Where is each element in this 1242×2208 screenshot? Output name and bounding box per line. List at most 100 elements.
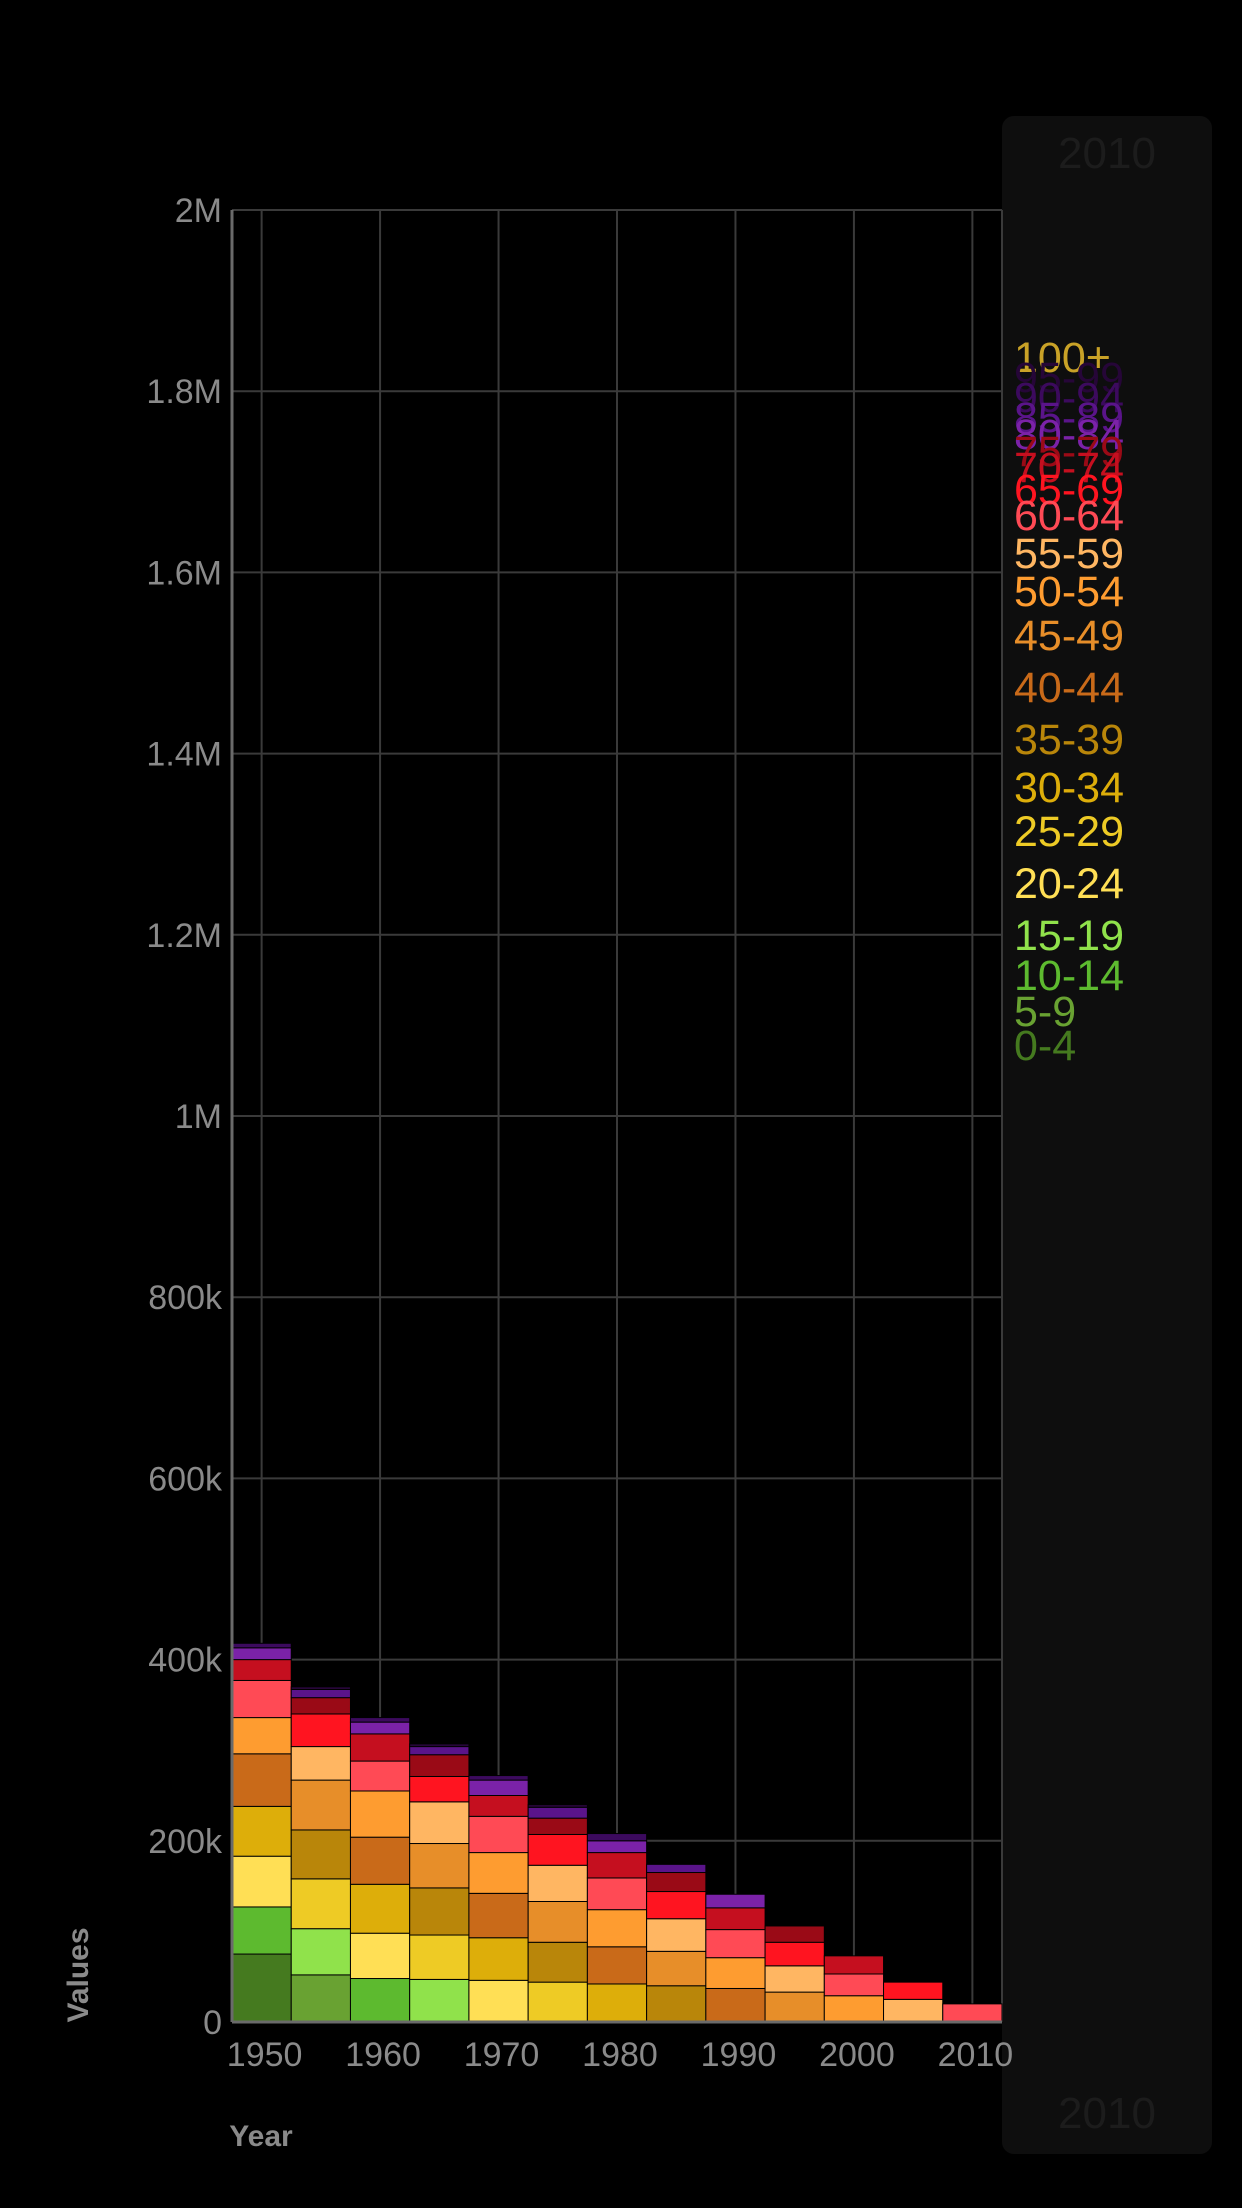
bar-segment[interactable] <box>527 1864 588 1903</box>
legend-item-label[interactable]: 95-99 <box>1014 354 1124 402</box>
bar-segment[interactable] <box>409 1887 470 1936</box>
bar-segment[interactable] <box>290 1697 351 1715</box>
bar-segment[interactable] <box>290 1688 351 1699</box>
bar-segment[interactable] <box>883 1981 944 2000</box>
legend-item-label[interactable]: 90-94 <box>1014 374 1124 422</box>
bar-segment[interactable] <box>468 1779 529 1797</box>
legend-item-label[interactable]: 65-69 <box>1014 466 1124 514</box>
legend-item-label[interactable]: 0-4 <box>1014 1022 1076 1070</box>
bar-segment[interactable] <box>646 1872 707 1893</box>
legend-item-label[interactable]: 55-59 <box>1014 530 1124 578</box>
bar-segment[interactable] <box>290 1779 351 1831</box>
bar-segment[interactable] <box>823 1955 885 1975</box>
bar-segment[interactable] <box>349 1733 411 1762</box>
bar-segment[interactable] <box>349 1717 411 1723</box>
bar-segment[interactable] <box>409 1754 470 1777</box>
bar-segment[interactable] <box>349 1836 411 1885</box>
bar-segment[interactable] <box>468 1795 529 1817</box>
bar-segment[interactable] <box>231 1659 292 1681</box>
bar-segment[interactable] <box>586 1983 648 2023</box>
bar-segment[interactable] <box>290 1878 351 1930</box>
bar-segment[interactable] <box>290 1928 351 1976</box>
legend-item-label[interactable]: 35-39 <box>1014 716 1124 764</box>
bar-segment[interactable] <box>290 1686 351 1690</box>
legend-item-label[interactable]: 50-54 <box>1014 568 1124 616</box>
legend-item-label[interactable]: 30-34 <box>1014 764 1124 812</box>
bar-segment[interactable] <box>290 1974 351 2023</box>
bar-segment[interactable] <box>527 1806 588 1819</box>
bar-segment[interactable] <box>586 1840 648 1854</box>
bar-segment[interactable] <box>705 1957 766 1989</box>
bar-segment[interactable] <box>705 1929 766 1959</box>
bar-segment[interactable] <box>409 1801 470 1845</box>
bar-segment[interactable] <box>349 1883 411 1934</box>
bar-segment[interactable] <box>468 1775 529 1781</box>
bar-segment[interactable] <box>586 1946 648 1985</box>
bar-segment[interactable] <box>823 1973 885 1997</box>
bar-segment[interactable] <box>409 1934 470 1980</box>
bar-segment[interactable] <box>290 1829 351 1880</box>
bar-segment[interactable] <box>349 1790 411 1838</box>
bar-segment[interactable] <box>586 1909 648 1948</box>
bar-segment[interactable] <box>231 1679 292 1719</box>
bar-segment[interactable] <box>349 1932 411 1980</box>
bar-segment[interactable] <box>764 1991 825 2023</box>
bar-segment[interactable] <box>646 1950 707 1987</box>
legend-item-label[interactable]: 75-79 <box>1014 428 1124 476</box>
bar-segment[interactable] <box>527 1901 588 1943</box>
bar-segment[interactable] <box>468 1852 529 1894</box>
bar-segment[interactable] <box>705 1893 766 1909</box>
bar-segment[interactable] <box>468 1815 529 1854</box>
bar-segment[interactable] <box>231 1717 292 1755</box>
bar-segment[interactable] <box>409 1843 470 1889</box>
bar-segment[interactable] <box>231 1855 292 1908</box>
bar-segment[interactable] <box>290 1746 351 1781</box>
legend-item-label[interactable]: 60-64 <box>1014 492 1124 540</box>
bar-segment[interactable] <box>646 1863 707 1874</box>
legend-item-label[interactable]: 80-84 <box>1014 411 1124 459</box>
bar-segment[interactable] <box>586 1852 648 1879</box>
legend-item-label[interactable]: 25-29 <box>1014 808 1124 856</box>
legend-item-label[interactable]: 85-89 <box>1014 394 1124 442</box>
bar-segment[interactable] <box>468 1979 529 2023</box>
bar-segment[interactable] <box>468 1937 529 1981</box>
bar-segment[interactable] <box>527 1833 588 1866</box>
bar-segment[interactable] <box>349 1721 411 1735</box>
bar-segment[interactable] <box>646 1985 707 2023</box>
bar-segment[interactable] <box>527 1981 588 2023</box>
bar-segment[interactable] <box>290 1713 351 1748</box>
bar-segment[interactable] <box>231 1906 292 1955</box>
bar-segment[interactable] <box>764 1925 825 1943</box>
legend-item-label[interactable]: 10-14 <box>1014 952 1124 1000</box>
legend-item-label[interactable]: 70-74 <box>1014 444 1124 492</box>
bar-segment[interactable] <box>231 1753 292 1807</box>
bar-segment[interactable] <box>646 1918 707 1952</box>
bar-segment[interactable] <box>586 1877 648 1911</box>
legend-item-label[interactable]: 45-49 <box>1014 612 1124 660</box>
bar-segment[interactable] <box>527 1817 588 1835</box>
bar-segment[interactable] <box>586 1833 648 1842</box>
bar-segment[interactable] <box>942 2003 1003 2023</box>
bar-segment[interactable] <box>823 1995 885 2023</box>
bar-segment[interactable] <box>646 1891 707 1920</box>
legend-item-label[interactable]: 40-44 <box>1014 664 1124 712</box>
bar-segment[interactable] <box>883 1998 944 2023</box>
bar-segment[interactable] <box>231 1647 292 1661</box>
bar-segment[interactable] <box>409 1775 470 1803</box>
bar-segment[interactable] <box>705 1987 766 2023</box>
legend-item-label[interactable]: 15-19 <box>1014 912 1124 960</box>
bar-segment[interactable] <box>409 1743 470 1748</box>
legend-item-label[interactable]: 5-9 <box>1014 988 1076 1036</box>
legend-item-label[interactable]: 20-24 <box>1014 860 1124 908</box>
bar-segment[interactable] <box>409 1978 470 2023</box>
bar-segment[interactable] <box>764 1941 825 1967</box>
year-slider-panel[interactable] <box>1002 116 1212 2154</box>
bar-segment[interactable] <box>231 1953 292 2023</box>
bar-segment[interactable] <box>349 1760 411 1792</box>
bar-segment[interactable] <box>231 1805 292 1857</box>
bar-segment[interactable] <box>349 1978 411 2023</box>
legend-item-label[interactable]: 100+ <box>1014 334 1111 382</box>
bar-segment[interactable] <box>764 1965 825 1993</box>
bar-segment[interactable] <box>409 1746 470 1756</box>
bar-segment[interactable] <box>231 1642 292 1649</box>
